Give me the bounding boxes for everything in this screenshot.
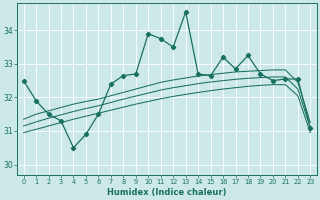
X-axis label: Humidex (Indice chaleur): Humidex (Indice chaleur) — [107, 188, 227, 197]
